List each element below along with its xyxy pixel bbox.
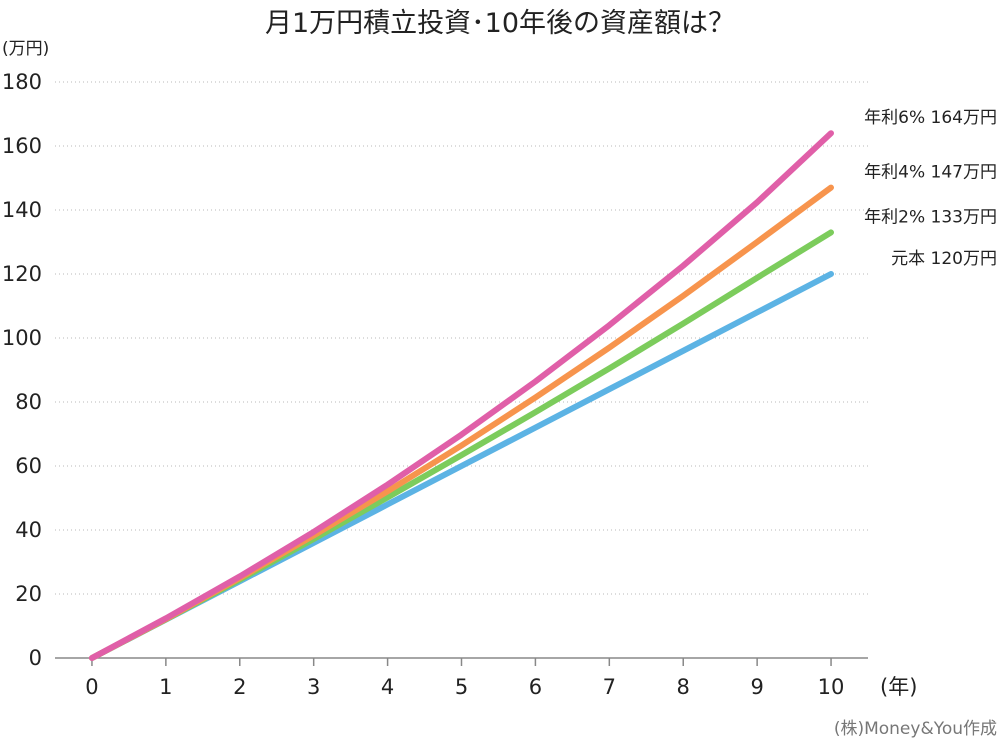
grid-lines	[55, 81, 868, 595]
series-end-label-3: 元本 120万円	[891, 249, 997, 269]
y-tick-label: 80	[15, 390, 42, 414]
y-tick-label: 60	[15, 454, 42, 478]
x-tick-label: 4	[381, 675, 394, 699]
x-axis-unit-label: (年)	[880, 675, 917, 699]
series-line-1	[89, 184, 834, 661]
series-lines	[89, 130, 834, 661]
x-tick-label: 2	[233, 675, 246, 699]
series-line-0	[89, 130, 834, 661]
series-end-label-0: 年利6% 164万円	[864, 108, 997, 128]
y-tick-label: 40	[15, 518, 42, 542]
y-tick-label: 20	[15, 582, 42, 606]
x-tick-label: 7	[603, 675, 616, 699]
x-axis-tick-labels: 0 1 2 3 4 5 6 7 8 9 10	[85, 675, 844, 699]
x-tick-label: 8	[677, 675, 690, 699]
x-tick-label: 1	[159, 675, 172, 699]
y-tick-label: 180	[2, 70, 42, 94]
y-tick-label: 120	[2, 262, 42, 286]
x-tick-label: 10	[818, 675, 845, 699]
x-tick-label: 5	[455, 675, 468, 699]
x-tick-label: 0	[85, 675, 98, 699]
x-tick-label: 9	[750, 675, 763, 699]
y-tick-label: 140	[2, 198, 42, 222]
y-tick-label: 100	[2, 326, 42, 350]
y-axis-unit-label: (万円)	[2, 39, 49, 59]
y-axis-tick-labels: 0 20 40 60 80 100 120 140 160 180	[2, 70, 42, 670]
y-tick-label: 0	[29, 646, 42, 670]
series-end-label-2: 年利2% 133万円	[864, 207, 997, 227]
x-axis	[55, 657, 868, 666]
x-tick-label: 3	[307, 675, 320, 699]
chart-title: 月1万円積立投資･10年後の資産額は？	[265, 8, 735, 39]
y-tick-label: 160	[2, 134, 42, 158]
x-tick-label: 6	[529, 675, 542, 699]
credit-text: (株)Money&You作成	[834, 719, 997, 739]
series-end-label-1: 年利4% 147万円	[864, 163, 997, 183]
